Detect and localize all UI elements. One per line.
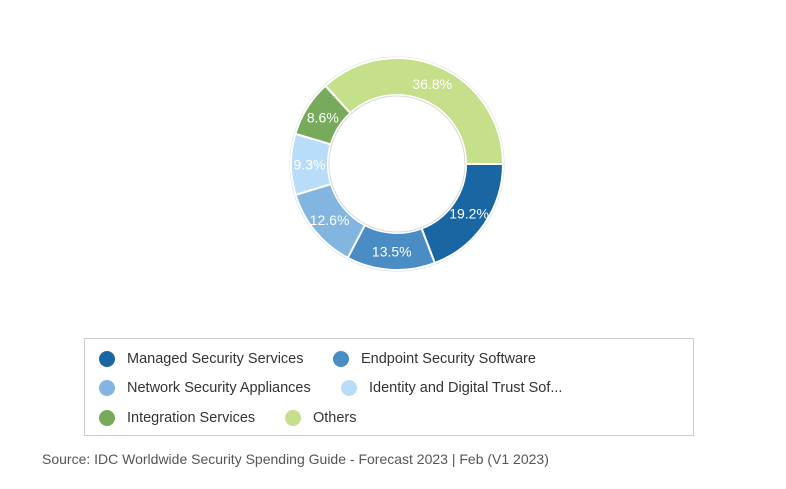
donut-inner-rim: [328, 95, 466, 233]
legend-item-identity-and-digital-trust[interactable]: Identity and Digital Trust Sof...: [341, 378, 562, 398]
legend-item-label: Integration Services: [127, 410, 256, 426]
source-note: Source: IDC Worldwide Security Spending …: [42, 451, 549, 467]
legend-marker-icon: [341, 380, 357, 396]
legend-marker-icon: [99, 380, 115, 396]
slice-data-label: 19.2%: [449, 206, 489, 222]
legend-marker-icon: [285, 410, 301, 426]
legend-item-label: Managed Security Services: [127, 351, 304, 367]
legend-item-endpoint-security-software[interactable]: Endpoint Security Software: [333, 349, 536, 369]
slice-data-label: 9.3%: [294, 156, 326, 172]
donut-chart: 19.2% 13.5% 12.6% 9.3% 8.6% 36.8%: [289, 56, 505, 272]
legend-item-label: Others: [313, 410, 357, 426]
legend-item-managed-security-services[interactable]: Managed Security Services: [99, 349, 304, 369]
slice-data-label: 8.6%: [307, 110, 339, 126]
legend-marker-icon: [99, 410, 115, 426]
legend-item-integration-services[interactable]: Integration Services: [99, 408, 255, 428]
legend-item-label: Network Security Appliances: [127, 380, 311, 396]
donut-chart-svg: 19.2% 13.5% 12.6% 9.3% 8.6% 36.8%: [289, 56, 505, 272]
legend-item-label: Identity and Digital Trust Sof...: [369, 380, 563, 396]
slice-data-label: 36.8%: [412, 76, 452, 92]
chart-legend: Managed Security Services Endpoint Secur…: [84, 338, 694, 436]
legend-item-network-security-appliances[interactable]: Network Security Appliances: [99, 378, 311, 398]
slice-data-label: 12.6%: [310, 212, 350, 228]
legend-marker-icon: [333, 351, 349, 367]
legend-item-others[interactable]: Others: [285, 408, 357, 428]
slice-data-label: 13.5%: [372, 243, 412, 259]
donut-slice-others[interactable]: [324, 57, 505, 165]
legend-marker-icon: [99, 351, 115, 367]
legend-item-label: Endpoint Security Software: [361, 351, 536, 367]
